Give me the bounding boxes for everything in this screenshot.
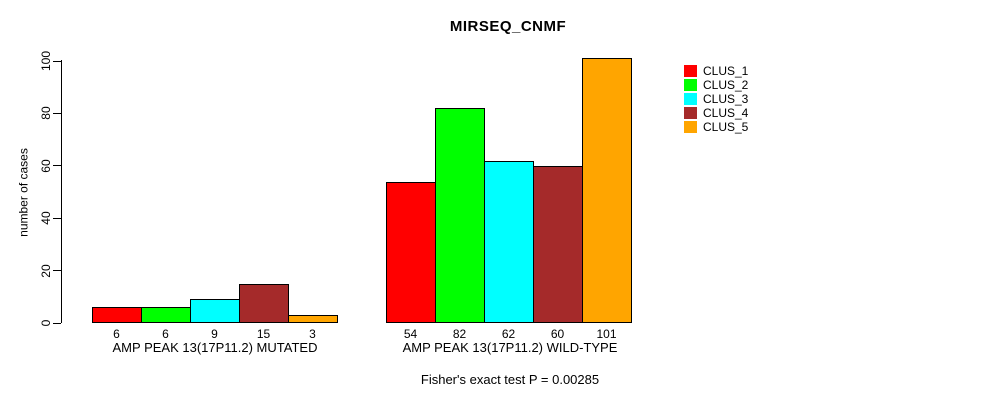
legend-swatch-clus_2 bbox=[684, 79, 697, 91]
legend-label: CLUS_3 bbox=[703, 92, 749, 106]
y-axis-tick bbox=[53, 112, 61, 114]
bar-value-label: 60 bbox=[550, 327, 565, 341]
bar-clus_5 bbox=[288, 315, 338, 323]
legend-swatch-clus_1 bbox=[684, 65, 697, 77]
y-axis-line bbox=[61, 60, 62, 323]
bar-value-label: 3 bbox=[309, 327, 316, 341]
bar-clus_5 bbox=[582, 58, 632, 323]
bar-clus_4 bbox=[239, 283, 289, 323]
bar-clus_3 bbox=[484, 160, 534, 323]
chart-title: MIRSEQ_CNMF bbox=[449, 18, 567, 35]
legend: CLUS_1 CLUS_2 CLUS_3 CLUS_4 CLUS_5 bbox=[684, 64, 748, 134]
fisher-test-footnote: Fisher's exact test P = 0.00285 bbox=[420, 372, 600, 387]
y-axis-tick bbox=[53, 60, 61, 62]
bar-value-label: 15 bbox=[256, 327, 271, 341]
y-axis-tick bbox=[53, 322, 61, 324]
bar-value-label: 54 bbox=[403, 327, 418, 341]
legend-item: CLUS_2 bbox=[684, 78, 748, 92]
bar-value-label: 82 bbox=[452, 327, 467, 341]
y-axis-tick bbox=[53, 165, 61, 167]
y-axis-tick-label: 80 bbox=[39, 106, 53, 121]
y-axis-tick-label: 20 bbox=[39, 263, 53, 278]
y-axis-title: number of cases bbox=[16, 148, 31, 237]
legend-label: CLUS_4 bbox=[703, 106, 749, 120]
bar-value-label: 62 bbox=[501, 327, 516, 341]
bar-value-label: 9 bbox=[211, 327, 218, 341]
legend-item: CLUS_1 bbox=[684, 64, 748, 78]
y-axis-tick-label: 40 bbox=[39, 211, 53, 225]
y-axis-tick-label: 100 bbox=[39, 50, 53, 72]
legend-item: CLUS_5 bbox=[684, 120, 748, 134]
bar-clus_3 bbox=[190, 299, 240, 323]
bar-value-label: 6 bbox=[162, 327, 169, 341]
legend-label: CLUS_2 bbox=[703, 78, 749, 92]
y-axis-tick bbox=[53, 270, 61, 272]
bar-clus_2 bbox=[141, 307, 191, 323]
group-label: AMP PEAK 13(17P11.2) WILD-TYPE bbox=[402, 340, 618, 355]
legend-label: CLUS_1 bbox=[703, 64, 749, 78]
legend-label: CLUS_5 bbox=[703, 120, 749, 134]
y-axis-tick-label: 60 bbox=[39, 159, 53, 173]
bar-value-label: 101 bbox=[596, 327, 617, 341]
bar-clus_2 bbox=[435, 108, 485, 323]
bar-value-label: 6 bbox=[113, 327, 120, 341]
legend-swatch-clus_3 bbox=[684, 93, 697, 105]
y-axis-tick-label: 0 bbox=[39, 319, 53, 327]
bar-clus_1 bbox=[386, 181, 436, 323]
bar-clus_4 bbox=[533, 165, 583, 323]
legend-item: CLUS_4 bbox=[684, 106, 748, 120]
group-label: AMP PEAK 13(17P11.2) MUTATED bbox=[112, 340, 318, 355]
legend-item: CLUS_3 bbox=[684, 92, 748, 106]
bar-clus_1 bbox=[92, 307, 142, 323]
legend-swatch-clus_4 bbox=[684, 107, 697, 119]
y-axis-tick bbox=[53, 217, 61, 219]
legend-swatch-clus_5 bbox=[684, 121, 697, 133]
